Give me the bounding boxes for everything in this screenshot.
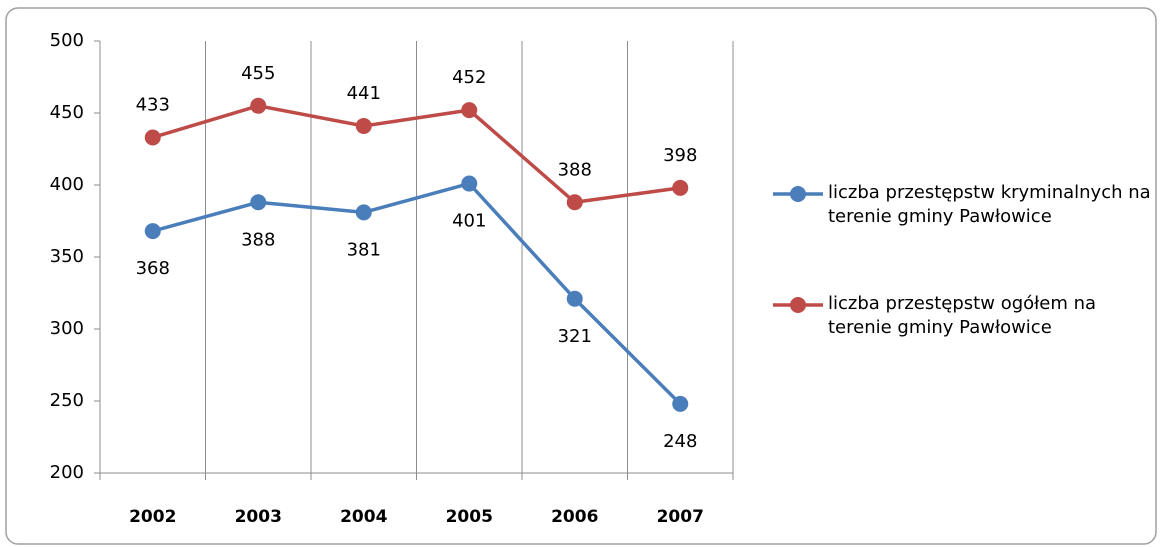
point (355, 204, 372, 221)
x-tick-label: 2003 (235, 507, 282, 527)
y-tick-label: 400 (50, 174, 84, 195)
legend-label: liczba przestępstw kryminalnych na teren… (828, 182, 1151, 227)
point (144, 129, 161, 146)
x-tick-label: 2004 (340, 507, 387, 527)
point (566, 290, 583, 307)
data-label: 248 (663, 431, 697, 452)
point (672, 395, 689, 412)
data-label: 433 (136, 94, 170, 115)
data-label: 368 (136, 258, 170, 279)
series-line (152, 104, 681, 205)
y-tick-label: 250 (50, 390, 84, 411)
y-tick-label: 350 (50, 246, 84, 267)
data-label: 398 (663, 145, 697, 166)
chart-frame (5, 7, 1157, 545)
x-tick-label: 2007 (657, 507, 704, 527)
legend-marker (790, 186, 806, 202)
data-label: 452 (452, 67, 486, 88)
point (250, 194, 267, 211)
point (672, 179, 689, 196)
data-label: 401 (452, 211, 486, 232)
x-tick-label: 2006 (551, 507, 598, 527)
y-tick-label: 300 (50, 318, 84, 339)
data-label: 321 (558, 326, 592, 347)
series-line (152, 181, 682, 406)
data-label: 455 (241, 63, 275, 84)
point (250, 97, 267, 114)
y-tick-label: 500 (50, 30, 84, 51)
x-tick-label: 2005 (446, 507, 493, 527)
legend-label: liczba przestępstw ogółem na terenie gmi… (828, 293, 1097, 338)
x-tick-label: 2002 (129, 507, 176, 527)
point (461, 175, 478, 192)
point (144, 223, 161, 240)
legend-marker (790, 297, 806, 313)
data-label: 388 (558, 159, 592, 180)
point (461, 102, 478, 119)
point (355, 117, 372, 134)
data-label: 381 (347, 239, 381, 260)
y-tick-label: 200 (50, 462, 84, 483)
data-label: 388 (241, 229, 275, 250)
data-label: 441 (347, 83, 381, 104)
y-tick-label: 450 (50, 102, 84, 123)
point (566, 194, 583, 211)
